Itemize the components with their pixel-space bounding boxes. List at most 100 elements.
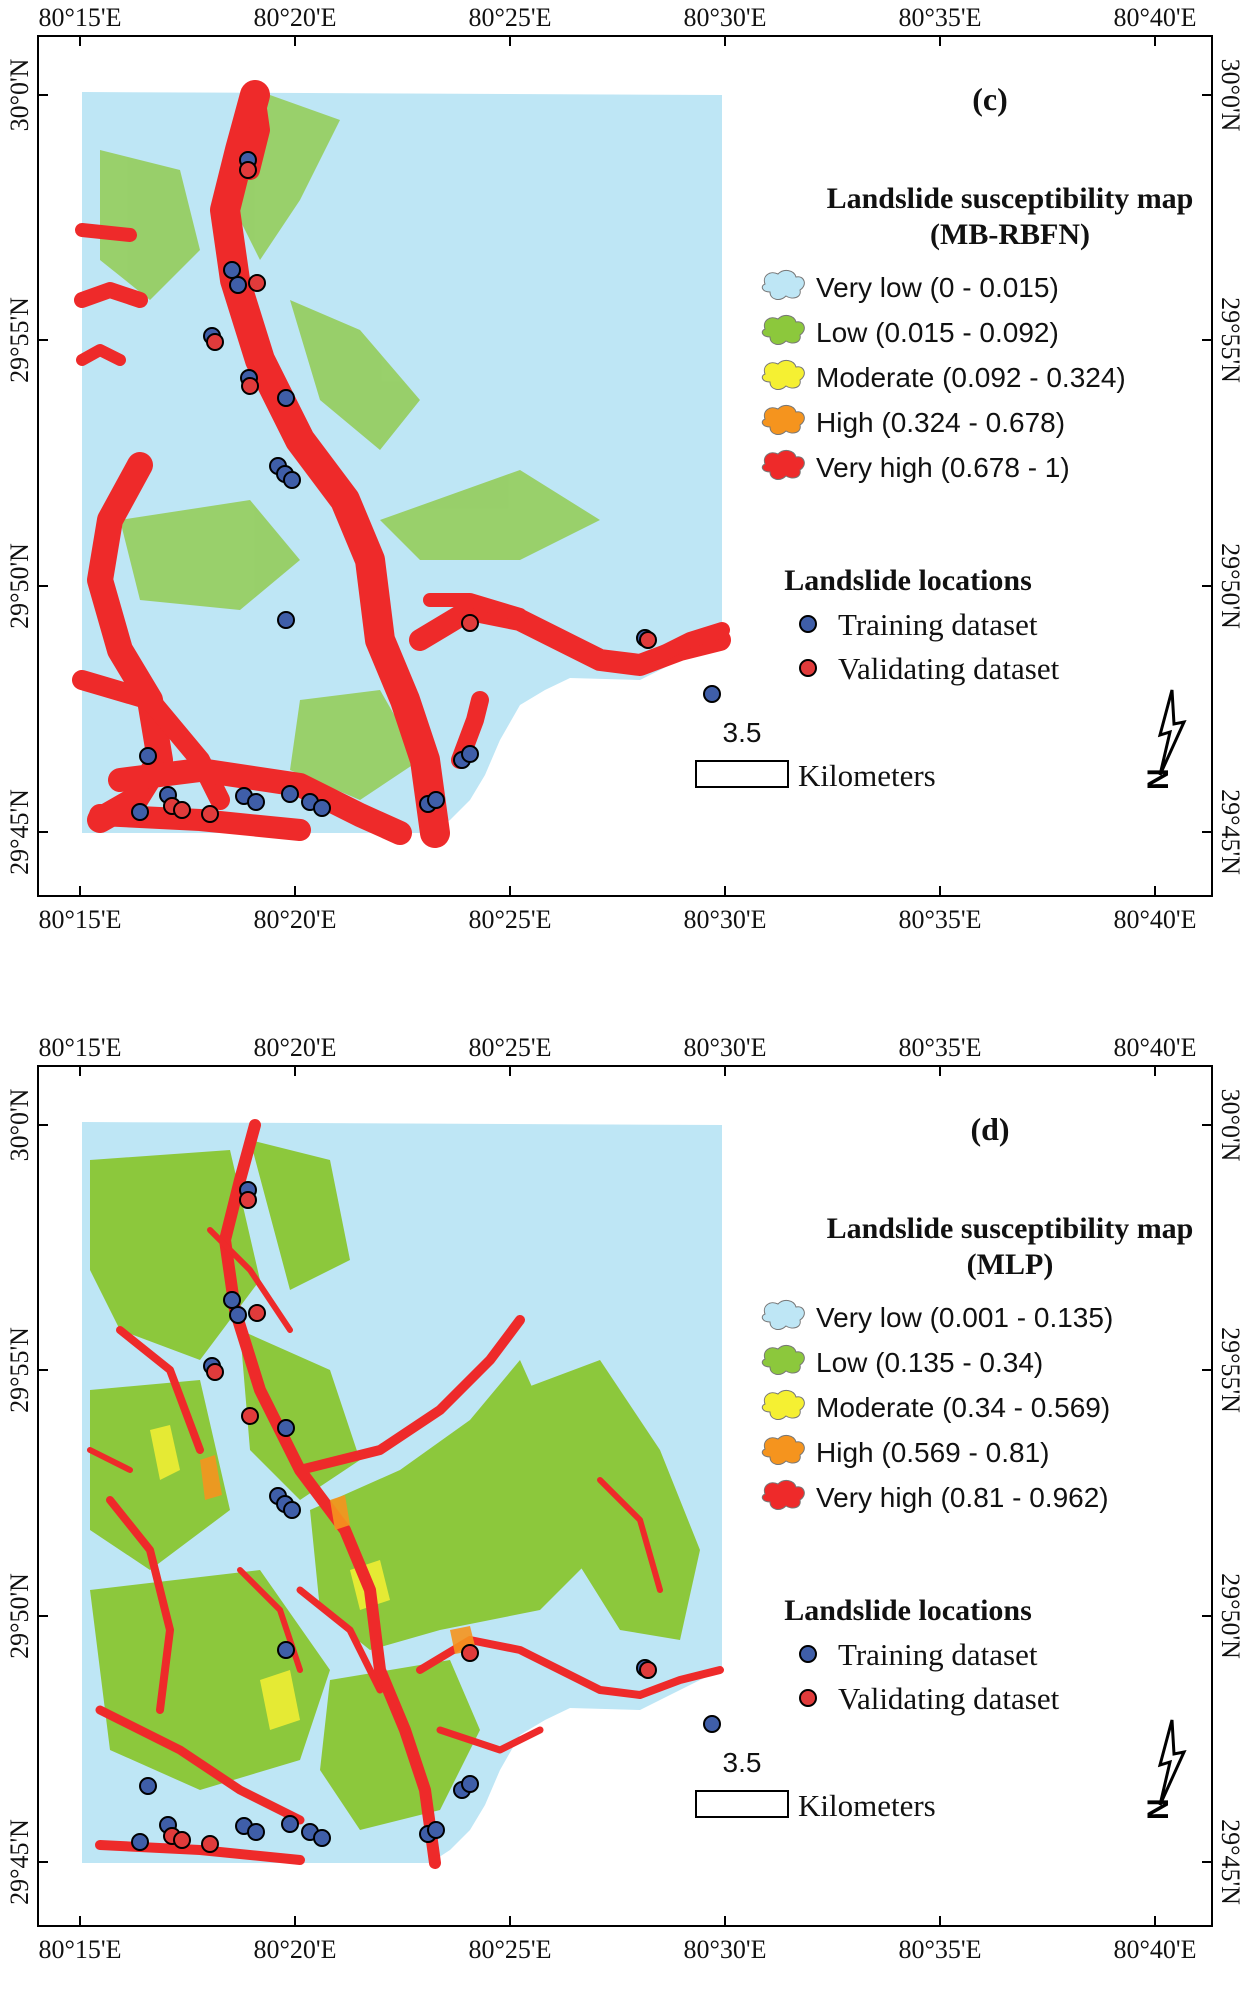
legend-title: Landslide susceptibility map xyxy=(827,182,1194,215)
lon-label-bottom: 80°15'E xyxy=(39,1935,122,1964)
training-point xyxy=(427,1821,445,1839)
north-arrow-letter: N xyxy=(1142,768,1175,790)
training-point xyxy=(703,685,721,703)
lat-label-left: 29°50'N xyxy=(5,1573,34,1659)
panel-label: (d) xyxy=(970,1111,1009,1147)
scale-value: 3.5 xyxy=(723,717,762,748)
validating-point xyxy=(239,161,257,179)
scale-bar xyxy=(695,1790,789,1818)
lat-label-right: 29°55'N xyxy=(1216,297,1245,383)
map-c-svg: 80°15'E 80°20'E 80°25'E 80°30'E 80°35'E … xyxy=(5,3,1245,934)
lon-label-top: 80°40'E xyxy=(1114,3,1197,32)
lon-label-top: 80°30'E xyxy=(684,1033,767,1062)
training-point xyxy=(223,1291,241,1309)
lat-label-left: 30°0'N xyxy=(5,58,34,131)
legend-class-high: High (0.324 - 0.678) xyxy=(761,404,1065,438)
legend-class-moderate: Moderate (0.092 - 0.324) xyxy=(761,359,1126,393)
training-point xyxy=(277,1419,295,1437)
lat-label-left: 29°45'N xyxy=(5,1819,34,1905)
training-point xyxy=(283,471,301,489)
training-point xyxy=(247,793,265,811)
training-points xyxy=(131,1181,721,1851)
legend-swatch-moderate xyxy=(761,359,805,390)
validating-point xyxy=(241,377,259,395)
lon-label-top: 80°15'E xyxy=(39,3,122,32)
legend-class-very-low: Very low (0 - 0.015) xyxy=(761,269,1059,303)
legend-class-high: High (0.569 - 0.81) xyxy=(761,1434,1049,1468)
lat-label-right: 29°45'N xyxy=(1216,1819,1245,1905)
lon-label-top: 80°15'E xyxy=(39,1033,122,1062)
legend-swatch-low xyxy=(761,314,805,345)
validating-point xyxy=(241,1407,259,1425)
map-frame xyxy=(37,1065,1213,1927)
lon-label-bottom: 80°20'E xyxy=(254,1935,337,1964)
legend-class-very-high: Very high (0.81 - 0.962) xyxy=(761,1479,1109,1513)
lat-label-right: 29°45'N xyxy=(1216,789,1245,875)
legend-subtitle: (MB-RBFN) xyxy=(930,218,1090,251)
training-point xyxy=(277,389,295,407)
training-point xyxy=(229,1306,247,1324)
lat-label-left: 29°45'N xyxy=(5,789,34,875)
validating-point xyxy=(201,805,219,823)
lat-label-left: 30°0'N xyxy=(5,1088,34,1161)
scale-unit: Kilometers xyxy=(798,758,936,793)
legend-class-very-low: Very low (0.001 - 0.135) xyxy=(761,1299,1113,1333)
lon-label-bottom: 80°25'E xyxy=(469,1935,552,1964)
north-arrow-letter: N xyxy=(1142,1798,1175,1820)
legend-validating-marker xyxy=(799,659,817,677)
validating-point xyxy=(173,801,191,819)
validating-point xyxy=(639,1661,657,1679)
legend-label: Low (0.135 - 0.34) xyxy=(816,1347,1043,1378)
map-panel-c: 80°15'E 80°20'E 80°25'E 80°30'E 80°35'E … xyxy=(0,0,1254,960)
lon-label-top: 80°40'E xyxy=(1114,1033,1197,1062)
lon-label-top: 80°35'E xyxy=(899,1033,982,1062)
validating-point xyxy=(639,631,657,649)
training-point xyxy=(281,785,299,803)
training-point xyxy=(283,1501,301,1519)
legend-validating-label: Validating dataset xyxy=(838,1681,1060,1716)
legend-label: Very low (0 - 0.015) xyxy=(816,272,1059,303)
training-point xyxy=(131,1833,149,1851)
lat-ticks xyxy=(38,1124,1212,1863)
legend-class-low: Low (0.135 - 0.34) xyxy=(761,1344,1043,1378)
lon-label-top: 80°20'E xyxy=(254,1033,337,1062)
legend-class-very-high: Very high (0.678 - 1) xyxy=(761,449,1070,483)
scale-unit: Kilometers xyxy=(798,1788,936,1823)
training-point xyxy=(703,1715,721,1733)
training-point xyxy=(277,611,295,629)
training-point xyxy=(281,1815,299,1833)
legend-swatch-very-low xyxy=(761,269,805,300)
legend-validating-marker xyxy=(799,1689,817,1707)
scale-value: 3.5 xyxy=(723,1747,762,1778)
legend-title: Landslide susceptibility map xyxy=(827,1212,1194,1245)
lon-label-bottom: 80°35'E xyxy=(899,905,982,934)
validating-point xyxy=(239,1191,257,1209)
lat-label-right: 29°55'N xyxy=(1216,1327,1245,1413)
locations-title: Landslide locations xyxy=(784,1594,1032,1627)
lon-label-top: 80°20'E xyxy=(254,3,337,32)
legend-validating-label: Validating dataset xyxy=(838,651,1060,686)
training-point xyxy=(313,799,331,817)
lat-label-right: 29°50'N xyxy=(1216,543,1245,629)
map-panel-d: 80°15'E 80°20'E 80°25'E 80°30'E 80°35'E … xyxy=(0,1030,1254,1990)
training-point xyxy=(313,1829,331,1847)
training-point xyxy=(461,1775,479,1793)
lon-label-bottom: 80°35'E xyxy=(899,1935,982,1964)
validating-point xyxy=(173,1831,191,1849)
legend-label: Low (0.015 - 0.092) xyxy=(816,317,1059,348)
lon-label-bottom: 80°30'E xyxy=(684,905,767,934)
lon-label-bottom: 80°40'E xyxy=(1114,905,1197,934)
legend-class-low: Low (0.015 - 0.092) xyxy=(761,314,1059,348)
validating-point xyxy=(206,1363,224,1381)
training-point xyxy=(427,791,445,809)
lat-label-left: 29°55'N xyxy=(5,297,34,383)
validating-point xyxy=(206,333,224,351)
lat-label-left: 29°50'N xyxy=(5,543,34,629)
training-point xyxy=(139,747,157,765)
lon-label-top: 80°25'E xyxy=(469,1033,552,1062)
validating-points xyxy=(163,161,657,823)
validating-point xyxy=(461,614,479,632)
legend-training-marker xyxy=(799,615,817,633)
lon-label-bottom: 80°20'E xyxy=(254,905,337,934)
lon-label-bottom: 80°40'E xyxy=(1114,1935,1197,1964)
